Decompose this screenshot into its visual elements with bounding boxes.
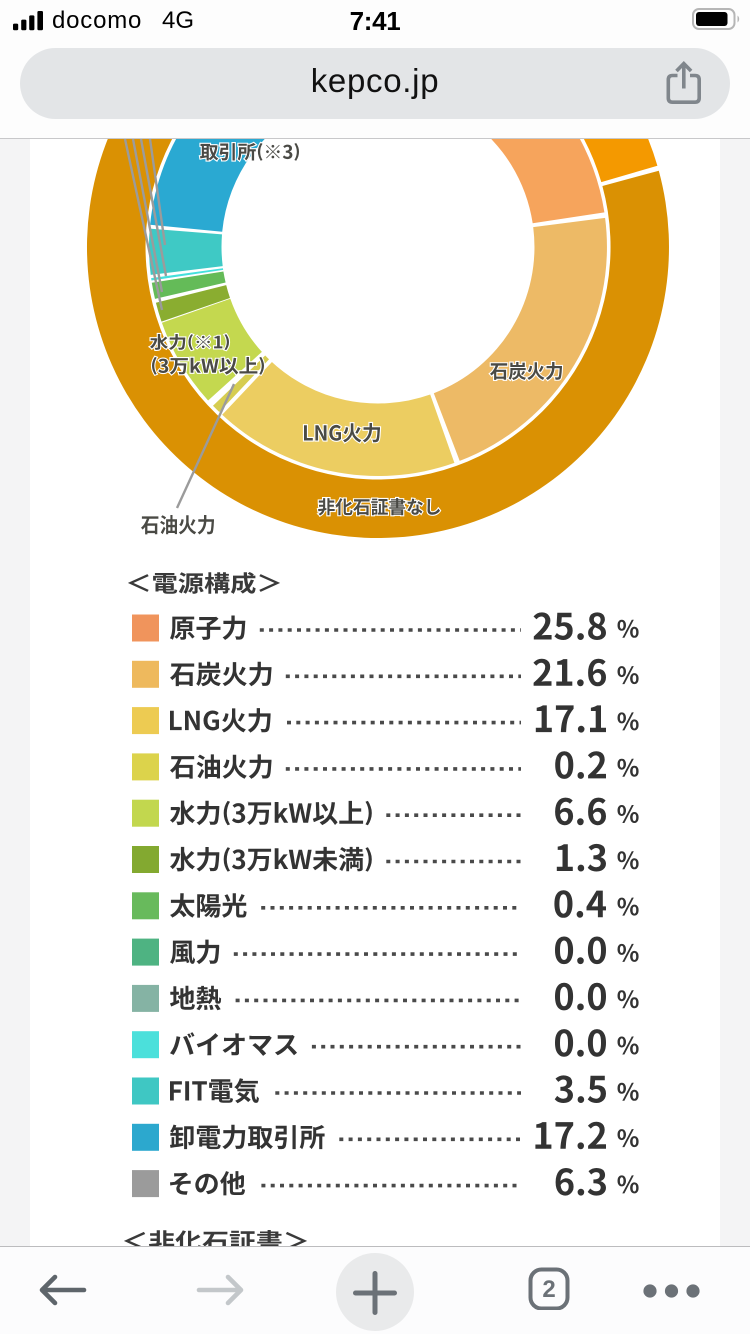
svg-text:2: 2 [542,1276,555,1303]
